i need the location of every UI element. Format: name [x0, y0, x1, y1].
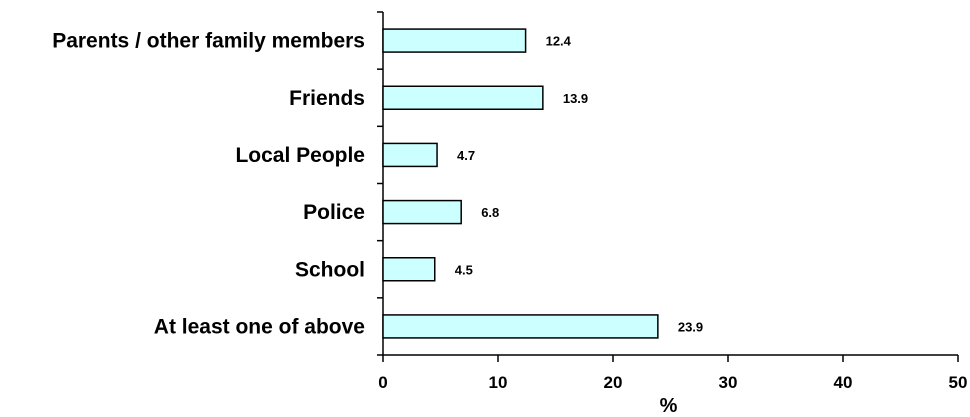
category-label: School: [295, 258, 365, 281]
value-label: 4.5: [455, 262, 473, 277]
bars: [382, 28, 659, 339]
value-label: 4.7: [457, 148, 475, 163]
x-tick-label: 40: [834, 373, 853, 392]
x-tick-label: 0: [378, 373, 387, 392]
category-label: Police: [303, 201, 365, 224]
bar: [382, 257, 436, 282]
value-label: 13.9: [563, 91, 588, 106]
value-labels: 12.4 13.9 4.7 6.8 4.5 23.9: [455, 34, 703, 335]
x-tick-label: 50: [949, 373, 968, 392]
bar: [382, 314, 659, 339]
category-label: At least one of above: [154, 315, 365, 338]
y-axis-ticks: [377, 11, 383, 356]
bar: [382, 85, 544, 110]
category-label: Local People: [235, 144, 365, 167]
x-tick-label: 30: [719, 373, 738, 392]
value-label: 6.8: [481, 205, 499, 220]
x-tick-label: 20: [604, 373, 623, 392]
bar: [382, 28, 527, 53]
category-labels: Parents / other family members Friends Loc…: [52, 30, 365, 339]
category-label: Friends: [289, 87, 365, 110]
x-axis-ticks: [382, 355, 959, 362]
value-label: 12.4: [546, 34, 572, 49]
x-tick-label: 10: [489, 373, 508, 392]
value-label: 23.9: [678, 319, 703, 334]
bar: [382, 142, 438, 168]
bar: [382, 199, 462, 225]
x-axis-title: %: [660, 395, 678, 417]
x-tick-labels: 0 10 20 30 40 50: [378, 373, 967, 392]
category-label: Parents / other family members: [52, 30, 365, 53]
